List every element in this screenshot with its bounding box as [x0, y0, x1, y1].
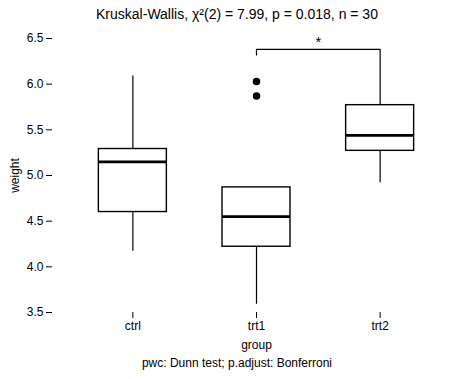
svg-text:4.5: 4.5	[27, 214, 44, 228]
svg-text:ctrl: ctrl	[125, 319, 141, 333]
svg-text:group: group	[241, 338, 272, 352]
svg-text:*: *	[315, 33, 321, 50]
svg-text:3.5: 3.5	[27, 305, 44, 319]
svg-text:5.0: 5.0	[27, 168, 44, 182]
svg-text:trt2: trt2	[371, 319, 389, 333]
svg-text:4.0: 4.0	[27, 260, 44, 274]
html-text:pwc: Dunn test; p.adjust: Bonf: pwc: Dunn test; p.adjust: Bonferroni	[141, 356, 332, 370]
svg-text:trt1: trt1	[248, 319, 266, 333]
svg-text:weight: weight	[8, 157, 22, 193]
svg-text:5.5: 5.5	[27, 123, 44, 137]
svg-text:6.5: 6.5	[27, 31, 44, 45]
svg-text:6.0: 6.0	[27, 77, 44, 91]
html-text:Kruskal-Wallis, χ²(2) = 7.99,: Kruskal-Wallis, χ²(2) = 7.99, p = 0.018,…	[96, 6, 378, 22]
